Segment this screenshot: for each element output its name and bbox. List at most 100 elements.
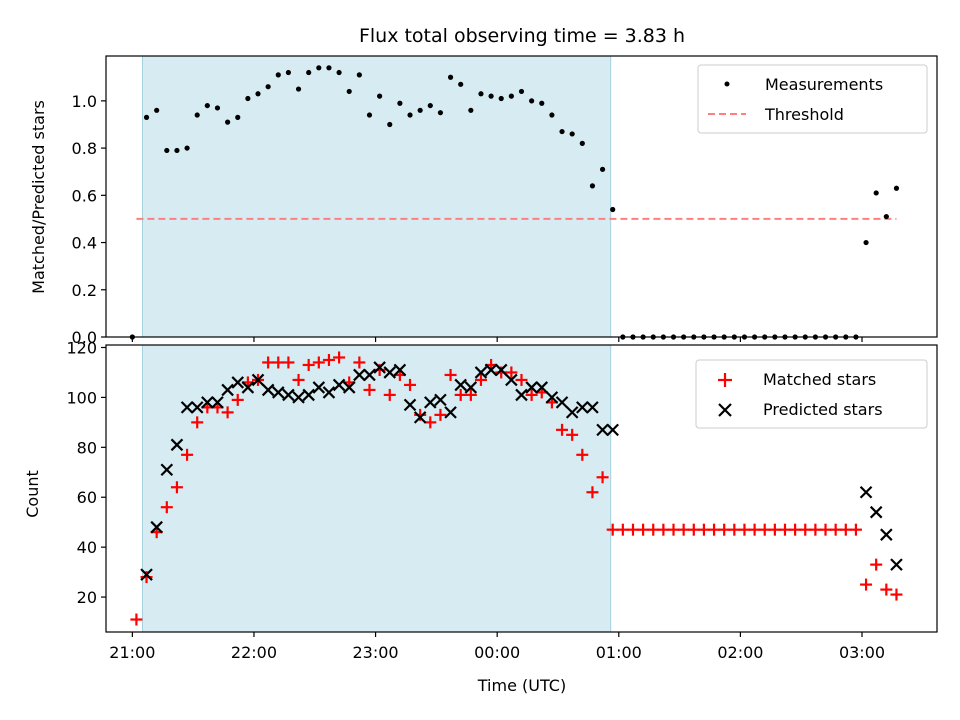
matched-star-point — [708, 523, 721, 536]
matched-star-point — [302, 358, 315, 371]
measurement-point — [397, 100, 403, 106]
predicted-star-point — [454, 378, 467, 392]
predicted-star-point — [859, 485, 873, 499]
matched-star-point — [191, 416, 204, 429]
measurement-point — [498, 95, 504, 102]
predicted-star-point — [576, 401, 589, 414]
predicted-star-point — [170, 438, 184, 452]
predicted-star-point — [201, 396, 214, 409]
predicted-star-point — [261, 383, 275, 397]
predicted-star-point — [525, 381, 538, 394]
matched-star-point — [505, 366, 518, 379]
measurement-point — [295, 86, 302, 92]
predicted-star-point — [241, 381, 255, 394]
x-tick-label: 23:00 — [353, 643, 399, 662]
matched-star-point — [576, 448, 589, 461]
predicted-star-point — [292, 391, 305, 404]
predicted-star-point — [180, 401, 194, 414]
measurement-point — [407, 112, 413, 118]
matched-star-point — [819, 523, 832, 536]
predicted-star-point — [383, 366, 397, 379]
top-legend: Measurements Threshold — [697, 64, 928, 134]
measurement-point — [883, 213, 889, 220]
measurement-point — [488, 93, 494, 99]
matched-star-point — [383, 388, 396, 401]
measurement-point — [377, 93, 383, 99]
measurement-point — [863, 239, 869, 246]
matched-star-point — [566, 428, 579, 441]
legend-measurements-marker — [724, 81, 730, 87]
measurement-point — [549, 112, 555, 118]
legend-matched-label: Matched stars — [763, 370, 876, 389]
bottom-y-axis: 20 40 60 80 100 120 — [66, 338, 106, 607]
predicted-star-point — [434, 393, 447, 407]
matched-star-point — [849, 523, 862, 536]
y-tick-label: 1.0 — [72, 92, 97, 111]
measurement-point — [245, 95, 251, 102]
predicted-star-point — [190, 401, 204, 414]
predicted-star-point — [363, 368, 376, 382]
matched-star-point — [626, 523, 639, 536]
matched-star-point — [677, 523, 690, 536]
measurement-point — [458, 81, 464, 87]
matched-star-point — [474, 373, 487, 386]
predicted-star-point — [484, 363, 498, 377]
matched-star-point — [221, 406, 234, 419]
x-tick-label: 00:00 — [474, 643, 520, 662]
predicted-star-point — [160, 463, 174, 477]
matched-star-point — [312, 356, 325, 369]
predicted-star-point — [353, 368, 366, 382]
predicted-star-point — [586, 401, 599, 414]
measurement-point — [387, 121, 393, 128]
matched-star-point — [130, 613, 143, 626]
matched-star-point — [454, 388, 467, 401]
measurement-point — [569, 131, 575, 137]
x-tick-label: 22:00 — [231, 643, 277, 662]
matched-star-point — [748, 523, 761, 536]
matched-star-point — [596, 471, 609, 484]
predicted-star-point — [332, 378, 346, 392]
measurement-point — [529, 98, 535, 104]
predicted-star-point — [464, 381, 478, 394]
matched-star-point — [464, 388, 477, 401]
predicted-star-point — [444, 406, 457, 419]
chart-title: Flux total observing time = 3.83 h — [359, 25, 685, 47]
measurement-point — [356, 72, 362, 78]
matched-star-point — [353, 356, 366, 369]
predicted-star-point — [474, 366, 488, 379]
matched-star-point — [434, 408, 447, 421]
bottom-axes-frame — [105, 344, 938, 633]
matched-star-point — [758, 523, 771, 536]
predicted-star-point — [494, 363, 508, 377]
measurement-point — [164, 147, 170, 154]
measurement-point — [447, 74, 454, 80]
predicted-star-point — [424, 396, 437, 409]
measurement-point — [518, 88, 525, 95]
predicted-star-point — [393, 363, 407, 377]
measurement-point — [154, 107, 160, 113]
measurement-point — [893, 185, 900, 191]
predicted-star-point — [231, 376, 245, 389]
matched-star-point — [616, 523, 629, 536]
measurement-point — [478, 91, 484, 97]
measurement-point — [589, 183, 596, 189]
predicted-stars-points — [140, 361, 903, 581]
matched-star-point — [839, 523, 852, 536]
predicted-star-point — [565, 406, 579, 419]
measurement-point — [468, 107, 474, 113]
matched-star-point — [860, 578, 873, 591]
measurement-point — [610, 206, 616, 213]
matched-star-point — [647, 523, 660, 536]
predicted-star-point — [535, 381, 549, 394]
measurement-point — [214, 105, 221, 111]
measurement-point — [346, 88, 352, 95]
measurement-point — [366, 112, 373, 118]
legend-threshold-label: Threshold — [764, 105, 844, 124]
measurement-point — [275, 72, 281, 78]
measurement-point — [174, 147, 180, 154]
y-tick-label: 80 — [77, 438, 97, 457]
y-tick-label: 120 — [66, 338, 97, 357]
matched-star-point — [231, 393, 244, 406]
measurement-point — [559, 128, 565, 135]
predicted-star-point — [282, 388, 295, 402]
